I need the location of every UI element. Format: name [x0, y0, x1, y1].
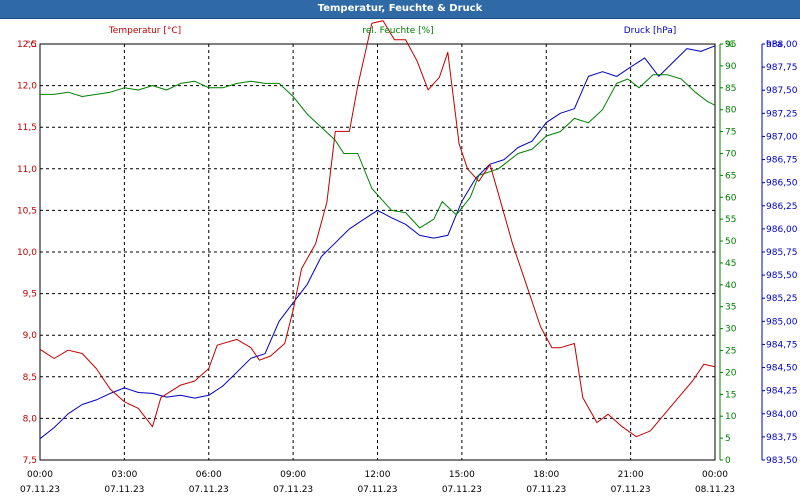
humidity-tick-label: 20: [725, 368, 737, 378]
temperature-tick-label: 11,5: [17, 123, 37, 133]
humidity-tick-label: 75: [725, 128, 736, 138]
series-group: [39, 20, 716, 440]
pressure-tick-label: 986,25: [766, 202, 798, 212]
pressure-tick-label: 984,00: [766, 410, 798, 420]
temperature-tick-label: 8,5: [23, 373, 37, 383]
temperature-tick-label: 7,5: [23, 456, 37, 466]
temperature-tick-label: 10,0: [17, 248, 37, 258]
pressure-tick-label: 985,25: [766, 294, 798, 304]
x-tick-date: 07.11.23: [526, 485, 566, 495]
humidity-tick-label: 0: [725, 456, 731, 466]
humidity-tick-label: 95: [725, 40, 736, 50]
axes: 00:00 07.11.23 03:00 07.11.23 06:00 07.11.23 0…: [17, 40, 798, 495]
x-tick-time: 09:00: [280, 470, 306, 480]
x-tick-date: 07.11.23: [189, 485, 229, 495]
pressure-tick-label: 986,00: [766, 225, 798, 235]
humidity-tick-label: 35: [725, 303, 736, 313]
temperature-tick-label: 11,0: [17, 165, 37, 175]
x-tick-date: 07.11.23: [611, 485, 651, 495]
humidity-tick-label: 10: [725, 412, 737, 422]
window-title: Temperatur, Feuchte & Druck: [317, 3, 483, 14]
humidity-tick-label: 85: [725, 84, 736, 94]
legend-pressure: Druck [hPa]: [624, 26, 677, 36]
humidity-tick-label: 70: [725, 149, 737, 159]
title-bar: Temperatur, Feuchte & Druck: [0, 0, 800, 19]
humidity-tick-label: 45: [725, 259, 736, 269]
temperature-tick-label: 8,0: [23, 414, 38, 424]
temperature-tick-label: 9,5: [23, 290, 37, 300]
humidity-tick-label: 40: [725, 281, 737, 291]
pressure-tick-label: 984,75: [766, 340, 798, 350]
x-tick-date: 07.11.23: [442, 485, 482, 495]
x-tick-date: 08.11.23: [695, 485, 735, 495]
pressure-tick-label: 987,75: [766, 63, 798, 73]
pressure-tick-label: 988,00: [766, 40, 798, 50]
humidity-line: [40, 74, 716, 229]
legend-humidity: rel. Feuchte [%]: [362, 26, 433, 36]
temperature-tick-label: 9,0: [23, 331, 38, 341]
pressure-tick-label: 987,50: [766, 86, 798, 96]
x-tick-time: 12:00: [365, 470, 391, 480]
pressure-tick-label: 987,25: [766, 109, 798, 119]
humidity-tick-label: 65: [725, 171, 736, 181]
legend-temperature: Temperatur [°C]: [108, 26, 181, 36]
x-tick-date: 07.11.23: [357, 485, 397, 495]
temperature-tick-label: 12,5: [17, 40, 37, 50]
x-tick-time: 18:00: [533, 470, 559, 480]
humidity-tick-label: 15: [725, 390, 736, 400]
x-tick-date: 07.11.23: [20, 485, 60, 495]
temperature-tick-label: 12,0: [17, 82, 37, 92]
x-tick-time: 00:00: [702, 470, 728, 480]
pressure-tick-label: 983,75: [766, 433, 798, 443]
temperature-unit: °C: [26, 40, 37, 50]
pressure-unit: hPa: [766, 40, 782, 50]
humidity-tick-label: 50: [725, 237, 737, 247]
humidity-tick-label: 5: [725, 434, 731, 444]
pressure-tick-label: 985,00: [766, 317, 798, 327]
x-tick-time: 00:00: [27, 470, 53, 480]
x-tick-time: 21:00: [618, 470, 644, 480]
humidity-tick-label: 55: [725, 215, 736, 225]
x-tick-time: 03:00: [111, 470, 137, 480]
x-tick-date: 07.11.23: [273, 485, 313, 495]
temperature-line: [39, 20, 716, 438]
pressure-tick-label: 984,50: [766, 364, 798, 374]
pressure-tick-label: 986,75: [766, 156, 798, 166]
x-tick-time: 06:00: [196, 470, 222, 480]
x-tick-date: 07.11.23: [104, 485, 144, 495]
pressure-tick-label: 986,50: [766, 179, 798, 189]
pressure-line: [39, 45, 716, 440]
humidity-tick-label: 25: [725, 347, 736, 357]
x-tick-time: 15:00: [449, 470, 475, 480]
humidity-tick-label: 60: [725, 193, 737, 203]
temperature-tick-label: 10,5: [17, 206, 37, 216]
humidity-tick-label: 80: [725, 106, 737, 116]
humidity-tick-label: 30: [725, 325, 737, 335]
pressure-tick-label: 985,50: [766, 271, 798, 281]
humidity-tick-label: 90: [725, 62, 737, 72]
pressure-tick-label: 987,00: [766, 132, 798, 142]
humidity-unit: %: [725, 40, 734, 50]
chart: 00:00 07.11.23 03:00 07.11.23 06:00 07.11.23 0…: [17, 20, 798, 495]
pressure-tick-label: 984,25: [766, 387, 798, 397]
pressure-tick-label: 983,50: [766, 456, 798, 466]
pressure-tick-label: 985,75: [766, 248, 798, 258]
